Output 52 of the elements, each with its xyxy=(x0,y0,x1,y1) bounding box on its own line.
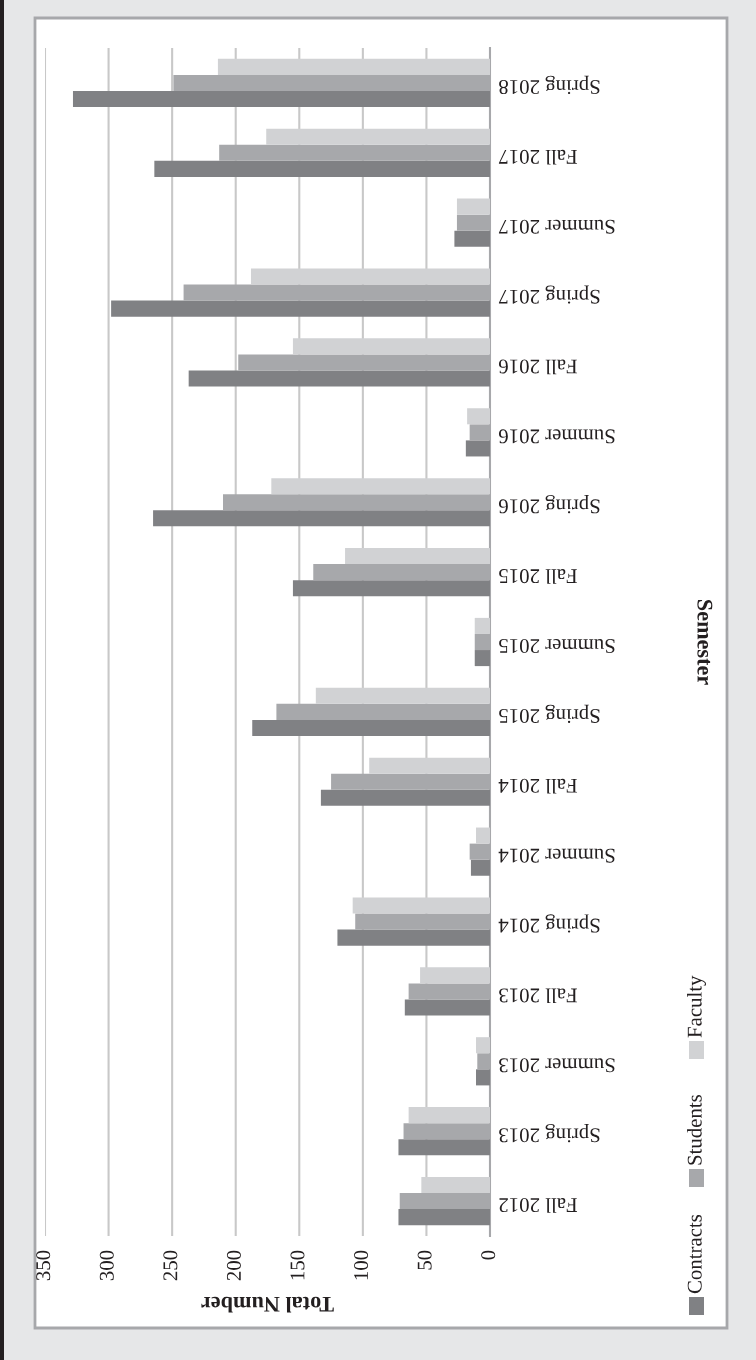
text: Faculty xyxy=(687,975,706,1038)
y-tick-label: Summer 2013 xyxy=(499,1058,615,1073)
y-tick-label: Fall 2017 xyxy=(498,149,578,165)
bar xyxy=(467,408,490,425)
bar xyxy=(474,617,490,634)
x-tick-label: 250 xyxy=(163,1250,178,1281)
y-tick-label: Summer 2017 xyxy=(498,219,615,234)
bar xyxy=(320,789,490,806)
y-axis-title: Semester xyxy=(697,600,713,685)
x-tick-label: 100 xyxy=(354,1250,369,1280)
y-tick-label: Spring 2013 xyxy=(499,1123,600,1143)
x-tick-label: 0 xyxy=(481,1250,496,1260)
bar xyxy=(474,650,490,667)
text: Students xyxy=(687,1094,702,1165)
x-tick-label: 50 xyxy=(417,1250,432,1270)
y-tick-label: Summer 2015 xyxy=(499,639,615,654)
x-tick-label: 300 xyxy=(99,1250,114,1281)
bar xyxy=(188,370,490,387)
y-tick-label: Spring 2014 xyxy=(498,914,600,933)
bar xyxy=(476,827,490,844)
y-tick-label: Fall 2016 xyxy=(498,359,578,375)
bar xyxy=(72,90,490,108)
bar xyxy=(153,510,490,527)
bar xyxy=(454,230,490,247)
y-tick-label: Spring 2018 xyxy=(499,75,600,95)
y-tick-label: Fall 2014 xyxy=(498,778,578,794)
bar xyxy=(476,1069,490,1086)
y-tick-label: Spring 2016 xyxy=(498,495,600,514)
bar xyxy=(292,580,490,597)
bar xyxy=(470,859,490,876)
bar xyxy=(465,440,490,457)
y-tick-label: Summer 2016 xyxy=(498,429,615,444)
bar xyxy=(398,1209,490,1226)
x-axis-title: Total Number xyxy=(201,1296,334,1313)
y-tick-label: Spring 2017 xyxy=(498,285,600,304)
bar xyxy=(456,198,490,215)
y-tick-label: Spring 2015 xyxy=(499,704,600,724)
y-tick-label: Fall 2013 xyxy=(499,988,578,1004)
bar xyxy=(404,999,490,1016)
x-tick-label: 150 xyxy=(290,1250,305,1280)
bar xyxy=(111,300,490,317)
bar xyxy=(252,719,490,736)
bar xyxy=(337,929,490,946)
text: Contracts xyxy=(687,1214,702,1294)
y-tick-label: Summer 2014 xyxy=(498,848,615,863)
bar xyxy=(398,1139,490,1156)
bar xyxy=(154,160,490,177)
y-tick-label: Fall 2015 xyxy=(499,569,578,584)
y-tick-label: Fall 2012 xyxy=(499,1198,578,1213)
x-tick-label: 350 xyxy=(36,1250,51,1281)
bar xyxy=(476,1037,490,1054)
x-tick-label: 200 xyxy=(226,1250,241,1281)
